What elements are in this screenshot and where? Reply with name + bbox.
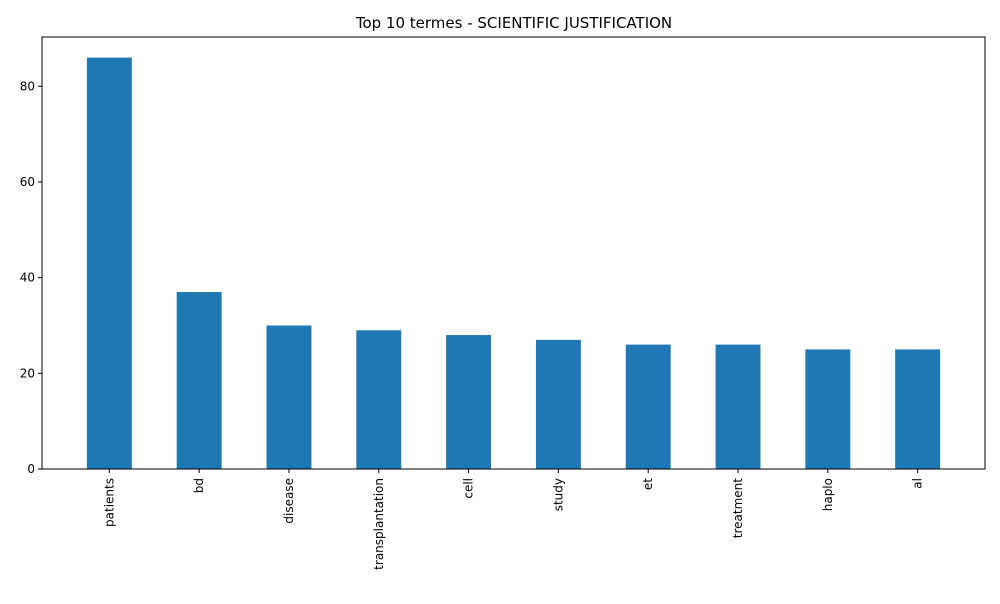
bar-cell — [446, 335, 492, 469]
y-axis: 0 20 40 60 80 — [20, 79, 42, 476]
x-axis: patients bd disease transplantation cell stud… — [102, 469, 925, 570]
x-tick-label: bd — [192, 478, 206, 493]
bar-patients — [86, 57, 132, 469]
x-tick-label: haplo — [821, 478, 835, 511]
x-tick-label: et — [641, 478, 655, 490]
y-tick-label: 80 — [20, 79, 35, 93]
x-tick-label: cell — [462, 478, 476, 499]
x-tick-label: treatment — [731, 478, 745, 538]
bar-disease — [266, 325, 312, 469]
bar-al — [895, 349, 941, 469]
bar-bd — [176, 291, 222, 469]
plot-frame — [41, 36, 986, 470]
bar-study — [535, 339, 581, 469]
y-tick-label: 60 — [20, 175, 35, 189]
bar-treatment — [715, 344, 761, 469]
y-tick-label: 0 — [27, 462, 35, 476]
x-tick-label: patients — [102, 478, 116, 527]
bars-group — [86, 57, 941, 469]
bar-haplo — [805, 349, 851, 469]
x-tick-label: al — [911, 478, 925, 489]
y-tick-label: 40 — [20, 271, 35, 285]
bar-transplantation — [356, 330, 402, 469]
x-tick-label: disease — [282, 478, 296, 524]
x-tick-label: study — [551, 478, 565, 511]
y-tick-label: 20 — [20, 366, 35, 380]
x-tick-label: transplantation — [372, 478, 386, 570]
bar-et — [625, 344, 671, 469]
chart-title: Top 10 termes - SCIENTIFIC JUSTIFICATION — [355, 14, 672, 32]
